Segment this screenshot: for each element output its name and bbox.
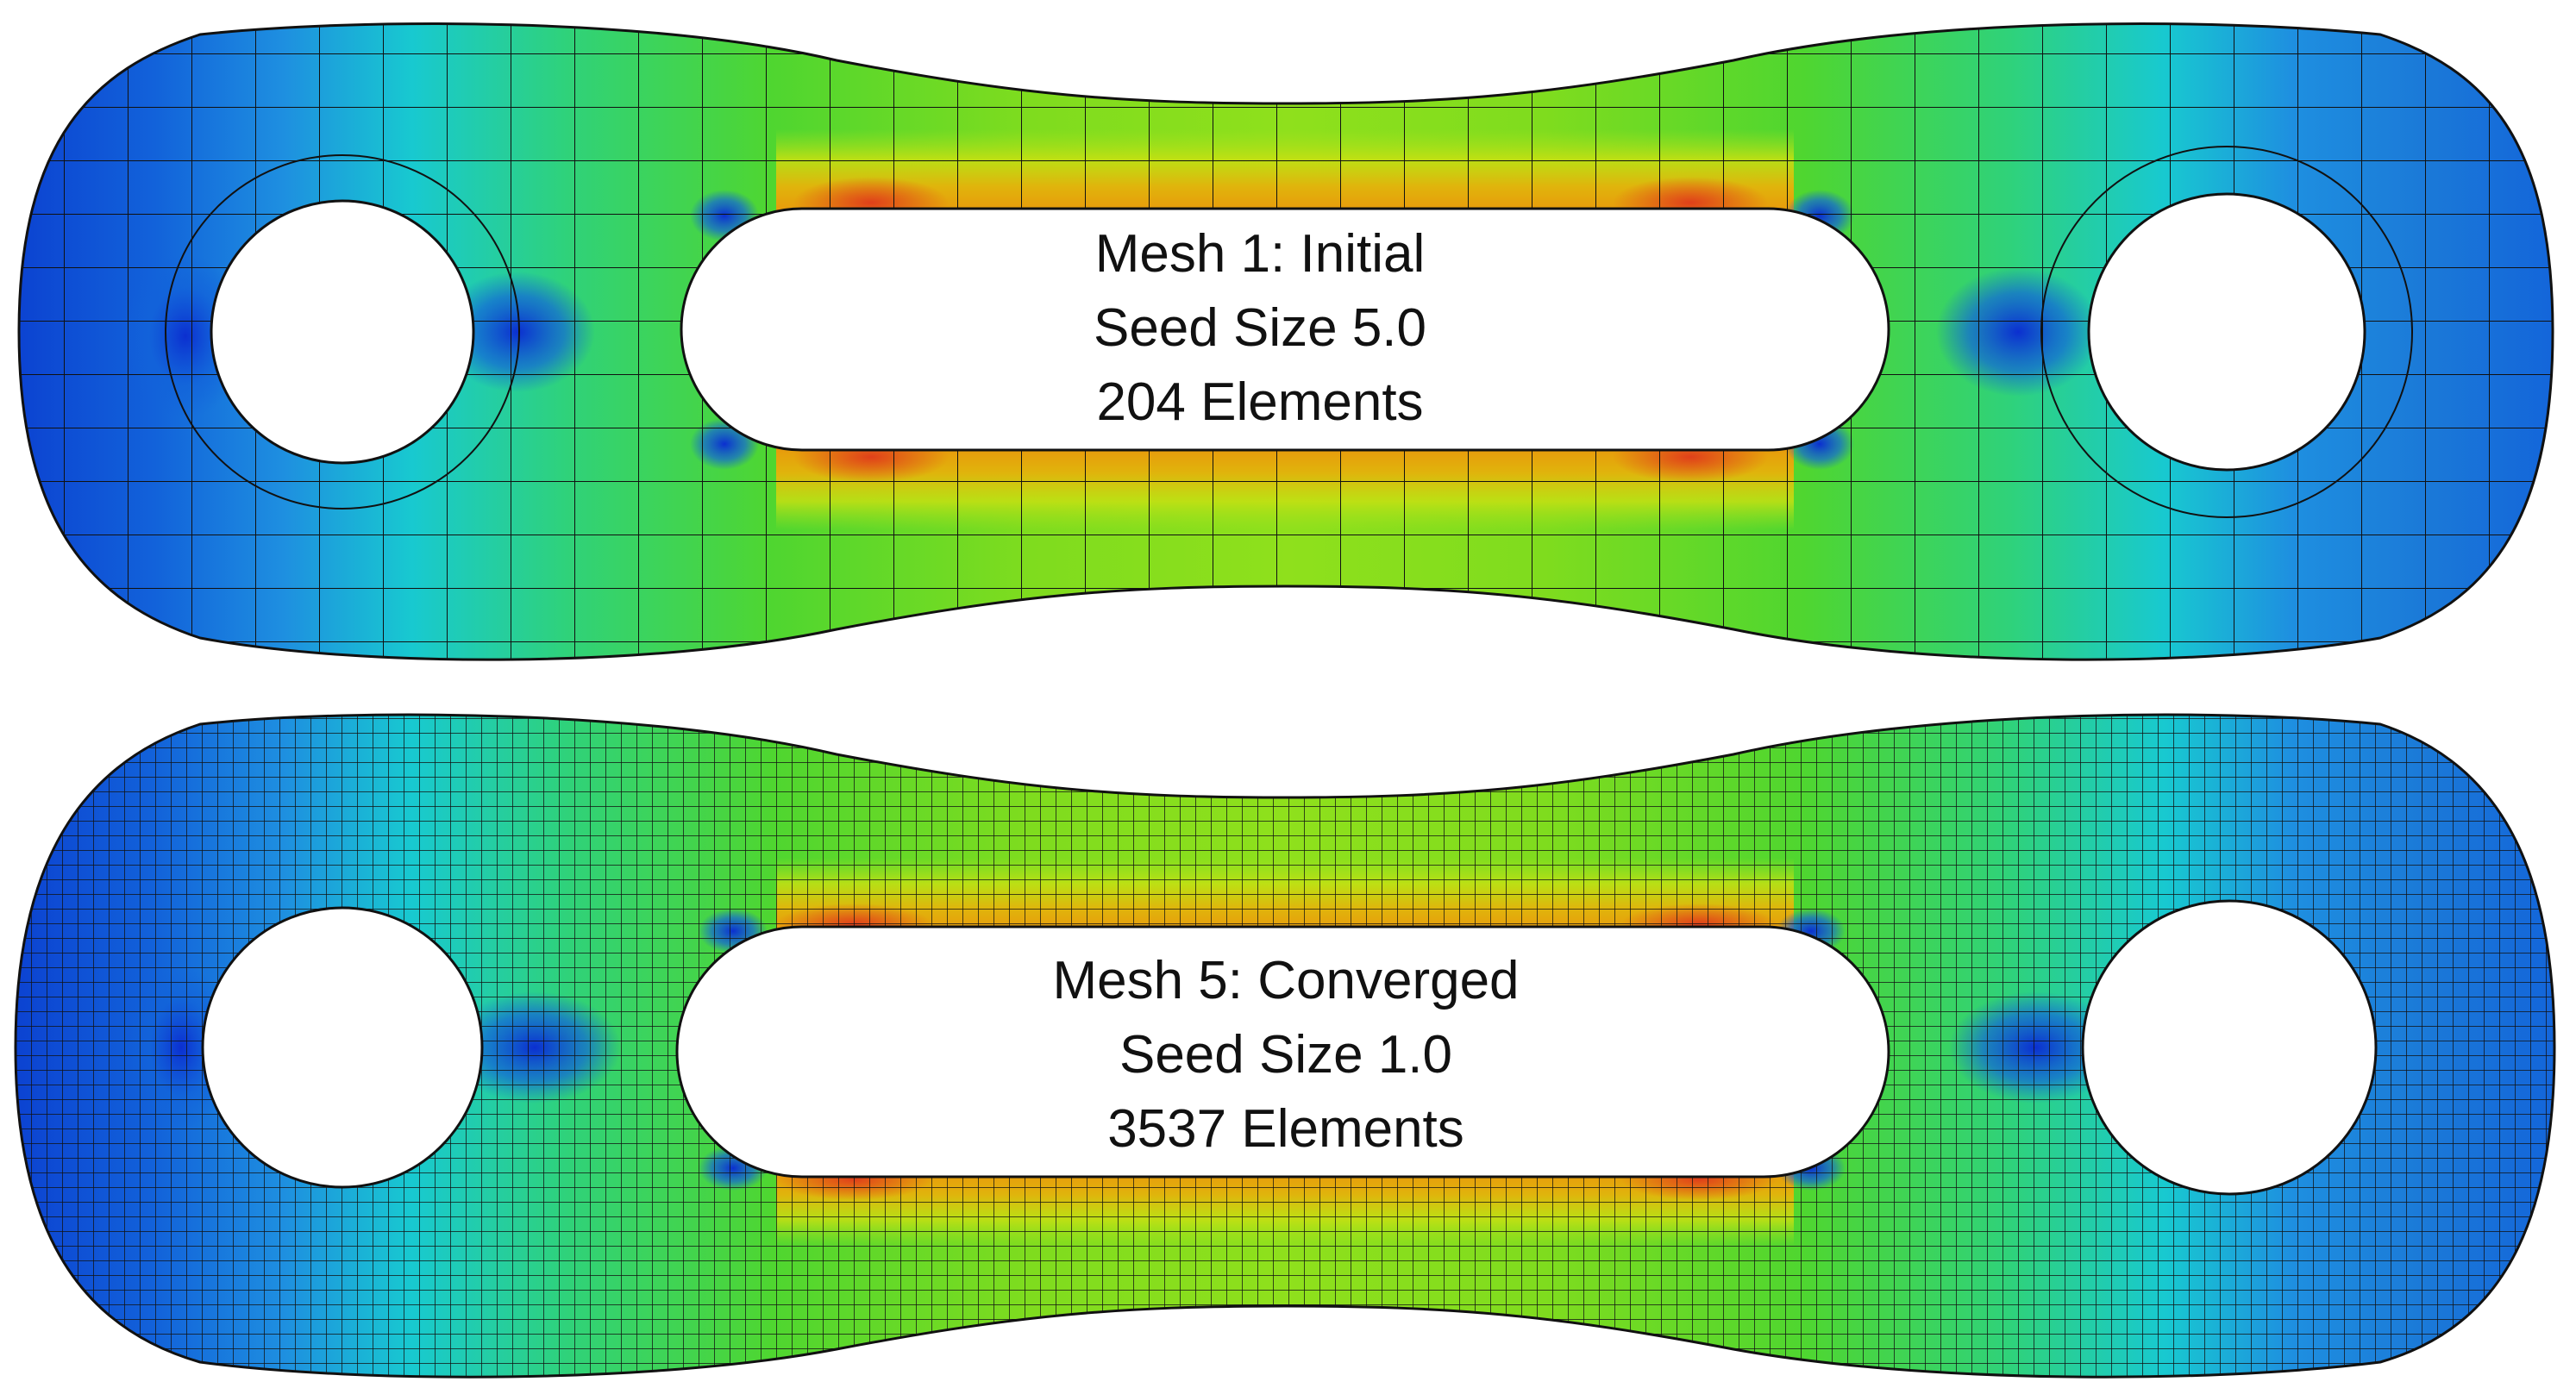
mesh-1-element-count: 204 Elements: [1096, 372, 1424, 432]
mesh-5-title: Mesh 5: Converged: [1052, 951, 1520, 1010]
mesh-1-caption: Mesh 1: Initial Seed Size 5.0 204 Elemen…: [872, 217, 1648, 440]
mesh-5-element-count: 3537 Elements: [1107, 1099, 1464, 1159]
mesh-5-seed-size: Seed Size 1.0: [1119, 1025, 1453, 1085]
mesh-5-contour: [0, 690, 2576, 1388]
mesh-1-contour: [0, 0, 2576, 690]
mesh-1-seed-size: Seed Size 5.0: [1093, 298, 1427, 358]
mesh-1-title: Mesh 1: Initial: [1094, 224, 1426, 284]
mesh-5-caption: Mesh 5: Converged Seed Size 1.0 3537 Ele…: [898, 944, 1674, 1166]
